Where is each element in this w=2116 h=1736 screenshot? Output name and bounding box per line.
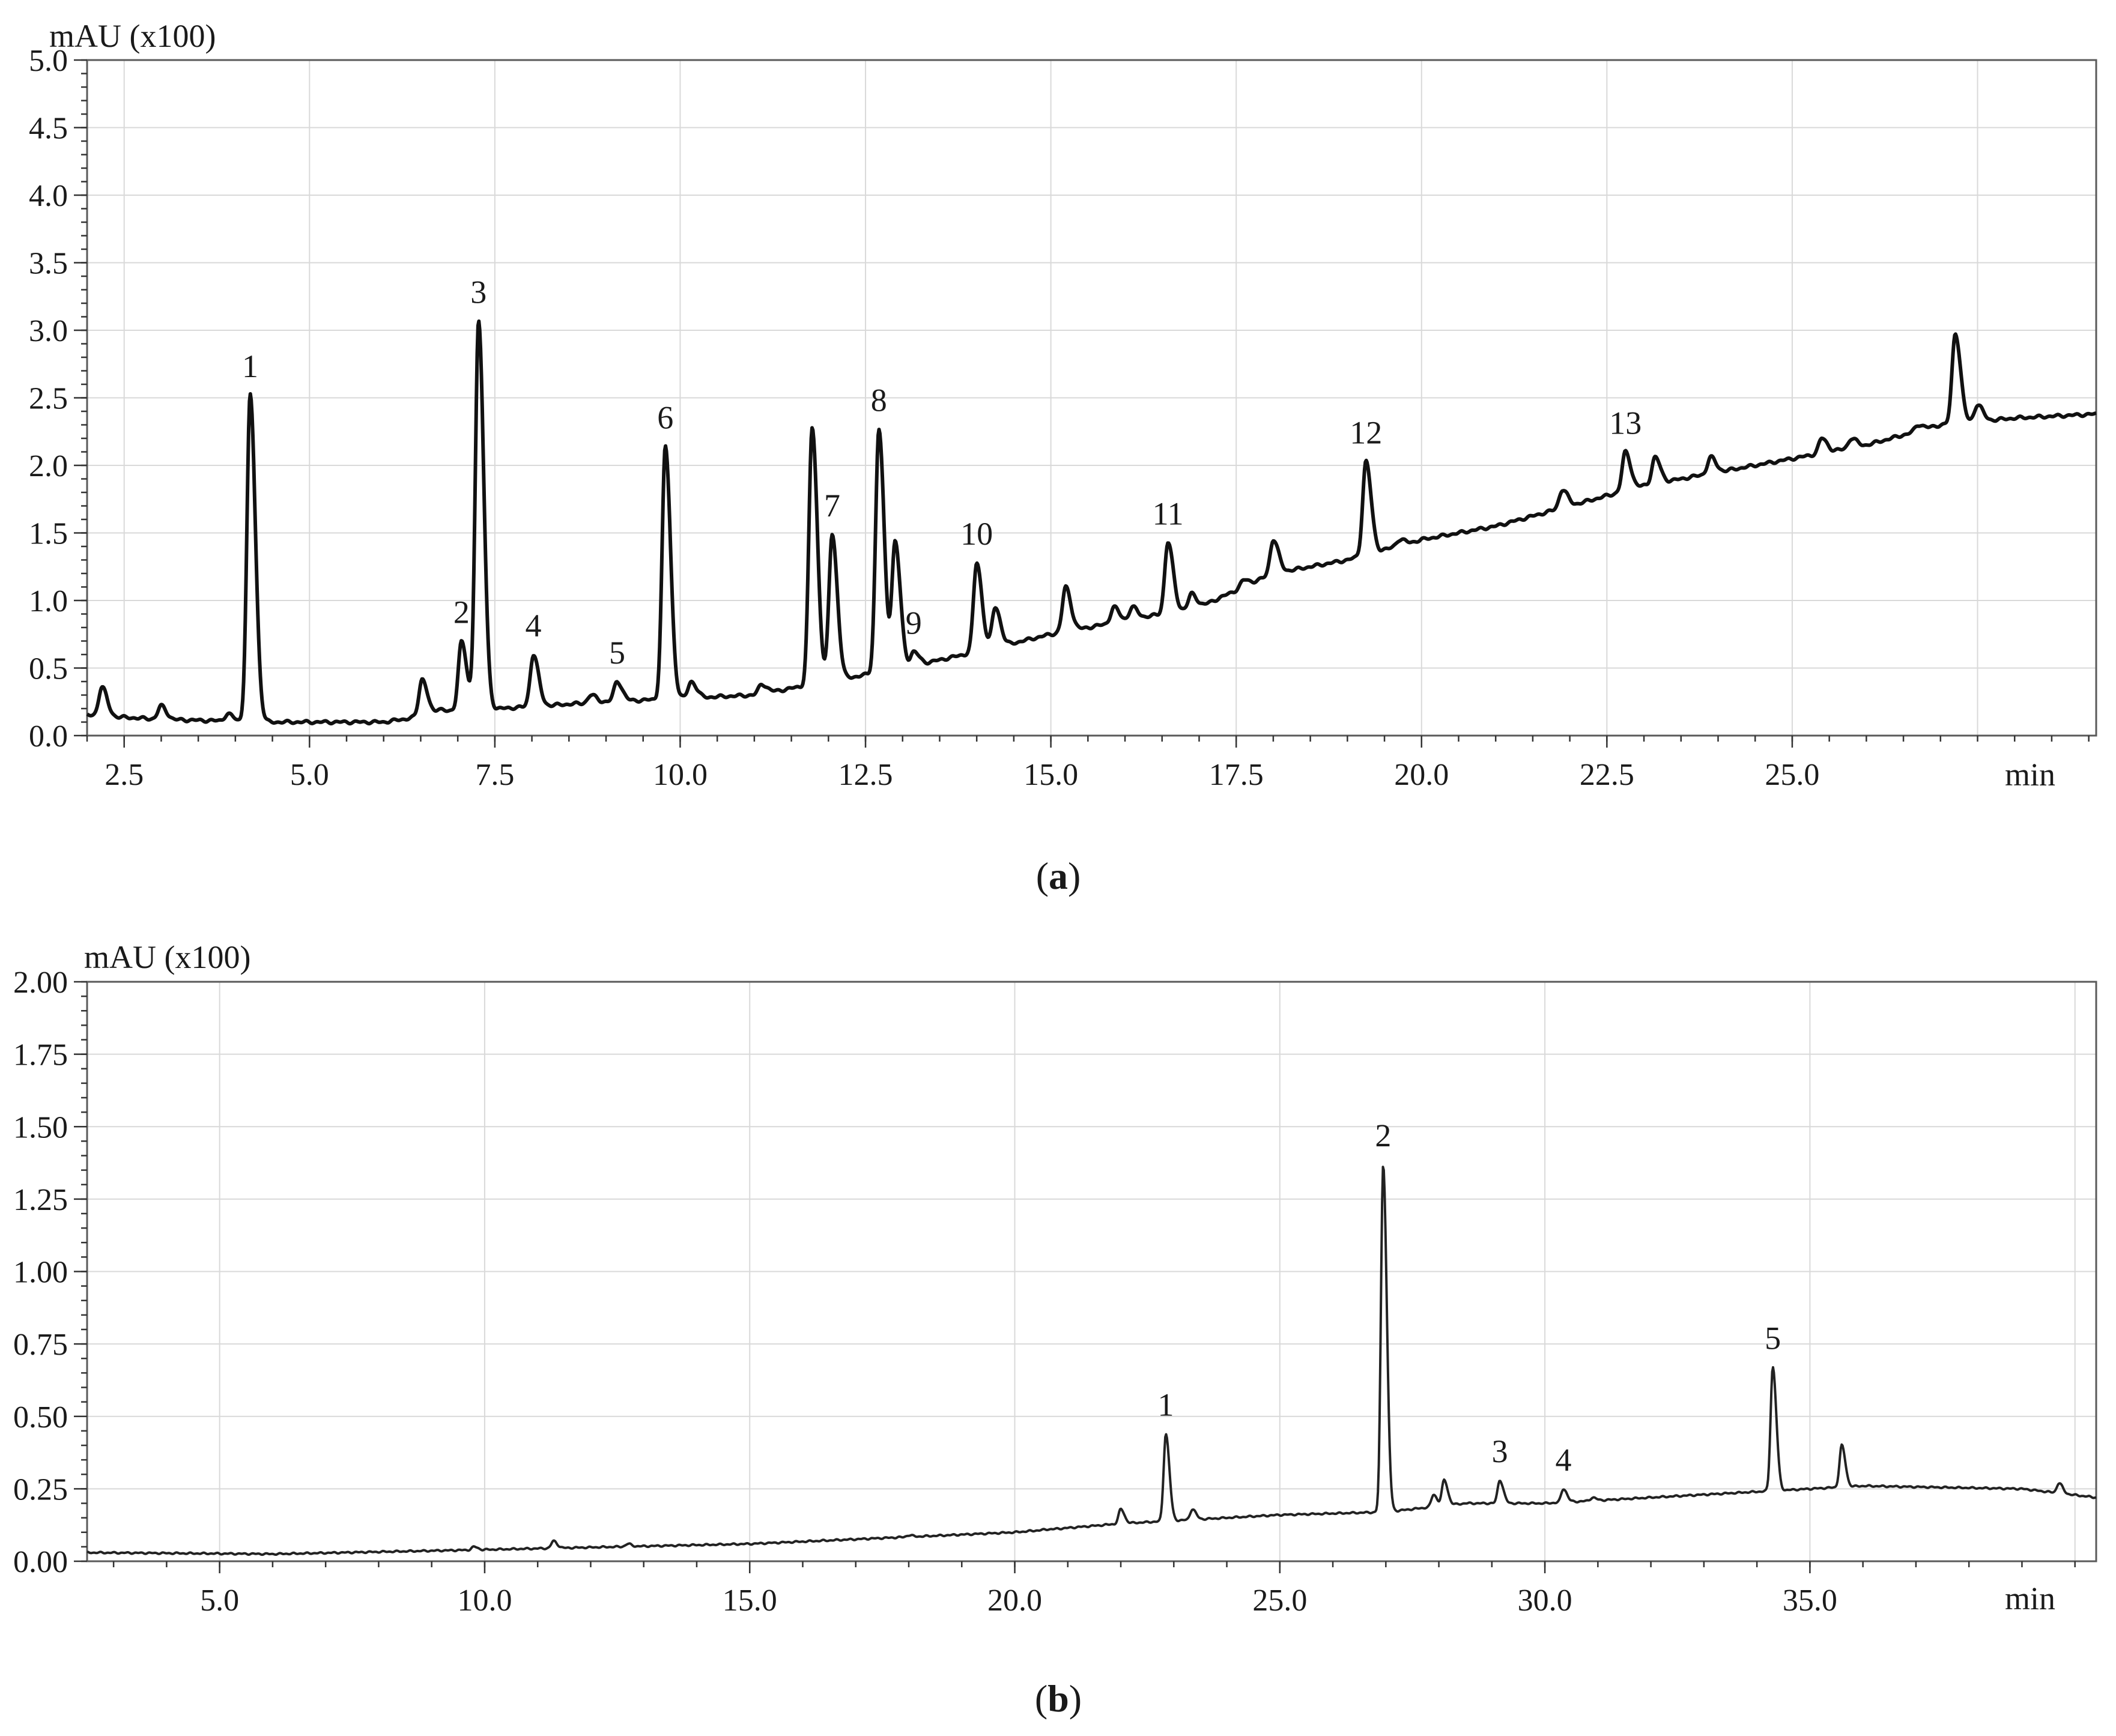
- panel-b-peak-label-3: 3: [1492, 1433, 1508, 1469]
- panel-a-ytick-label: 0.5: [29, 652, 68, 686]
- panel-b-xtick-label: 35.0: [1783, 1583, 1837, 1618]
- panel-a-xtick-label: 25.0: [1765, 758, 1819, 792]
- panel-b-peak-label-2: 2: [1375, 1118, 1391, 1154]
- panel-a-xtick-label: 15.0: [1023, 758, 1078, 792]
- panel-a-xtick-label: 17.5: [1209, 758, 1264, 792]
- panel-a-ytick-label: 2.0: [29, 449, 68, 483]
- panel-a-xunit: min: [2005, 757, 2055, 793]
- panel-a-xtick-label: 2.5: [105, 758, 144, 792]
- panel-b-ytick-label: 1.00: [13, 1256, 68, 1290]
- panel-a-peak-label-10: 10: [960, 516, 993, 552]
- panel-a-peak-label-2: 2: [453, 594, 470, 631]
- panel-a-ylabel: mAU (x100): [49, 18, 216, 54]
- caption-b-letter: b: [1047, 1677, 1069, 1720]
- panel-b-xtick-label: 10.0: [457, 1583, 512, 1618]
- panel-a-ytick-label: 2.5: [29, 382, 68, 416]
- caption-a: (a): [1036, 854, 1081, 897]
- panel-a-xtick-label: 5.0: [290, 758, 329, 792]
- panel-b-xtick-label: 15.0: [723, 1583, 777, 1618]
- panel-b-xtick-label: 5.0: [200, 1583, 239, 1618]
- panel-a-ytick-label: 3.0: [29, 314, 68, 348]
- panel-a-peak-label-9: 9: [906, 605, 922, 641]
- panel-a-ytick-label: 1.5: [29, 517, 68, 551]
- panel-a-peak-label-1: 1: [242, 348, 258, 384]
- panel-b-peak-label-1: 1: [1158, 1387, 1174, 1423]
- panel-a-ytick-label: 5.0: [29, 44, 68, 78]
- panel-a-ytick-label: 0.0: [29, 719, 68, 754]
- panel-a-xtick-label: 20.0: [1394, 758, 1449, 792]
- chromatogram-panel-b: mAU (x100) 0.00 0.25 0.50 0.75 1.00 1.25 1.50 1…: [13, 939, 2097, 1720]
- panel-b-ytick-label: 0.25: [13, 1472, 68, 1507]
- panel-a-peak-label-7: 7: [824, 488, 840, 524]
- panel-a-ytick-label: 4.0: [29, 179, 68, 213]
- panel-b-peak-label-4: 4: [1556, 1442, 1572, 1478]
- panel-a-trace: [86, 319, 2097, 726]
- panel-a-peak-label-11: 11: [1153, 495, 1184, 531]
- caption-a-letter: a: [1049, 854, 1068, 897]
- panel-a-peak-label-13: 13: [1609, 405, 1642, 441]
- panel-b-trace: [86, 1166, 2097, 1556]
- panel-b-peak-label-5: 5: [1765, 1320, 1781, 1356]
- chromatogram-panel-a: mAU (x100) 0.0 0.5 1.0 1.5 2.0 2.5 3.0 3.5 4.0 4.…: [29, 18, 2097, 897]
- panel-b-ytick-label: 1.50: [13, 1110, 68, 1145]
- panel-a-ytick-label: 3.5: [29, 247, 68, 281]
- panel-b-ytick-label: 1.75: [13, 1038, 68, 1072]
- panel-a-peak-label-8: 8: [871, 382, 887, 418]
- panel-a-peak-label-6: 6: [657, 400, 673, 436]
- panel-b-ytick-label: 0.00: [13, 1545, 68, 1579]
- panel-a-xtick-label: 12.5: [838, 758, 893, 792]
- panel-b-xtick-label: 30.0: [1518, 1583, 1572, 1618]
- panel-b-ytick-label: 0.50: [13, 1400, 68, 1435]
- panel-a-ytick-label: 1.0: [29, 584, 68, 618]
- panel-a-peak-label-4: 4: [526, 608, 542, 644]
- panel-b-xtick-label: 20.0: [987, 1583, 1042, 1618]
- panel-b-ytick-label: 1.25: [13, 1183, 68, 1217]
- panel-b-ylabel: mAU (x100): [84, 939, 250, 975]
- panel-b-ytick-label: 0.75: [13, 1328, 68, 1362]
- caption-b: (b): [1035, 1677, 1082, 1720]
- panel-b-xunit: min: [2005, 1580, 2055, 1617]
- panel-a-xtick-label: 7.5: [475, 758, 514, 792]
- panel-b-ytick-label: 2.00: [13, 966, 68, 1000]
- panel-a-ytick-label: 4.5: [29, 112, 68, 146]
- panel-a-peak-label-5: 5: [609, 635, 625, 671]
- panel-a-peak-label-12: 12: [1350, 414, 1382, 450]
- panel-b-xtick-label: 25.0: [1252, 1583, 1307, 1618]
- panel-a-peak-label-3: 3: [470, 274, 487, 310]
- panel-a-xtick-label: 10.0: [653, 758, 708, 792]
- panel-a-xtick-label: 22.5: [1580, 758, 1634, 792]
